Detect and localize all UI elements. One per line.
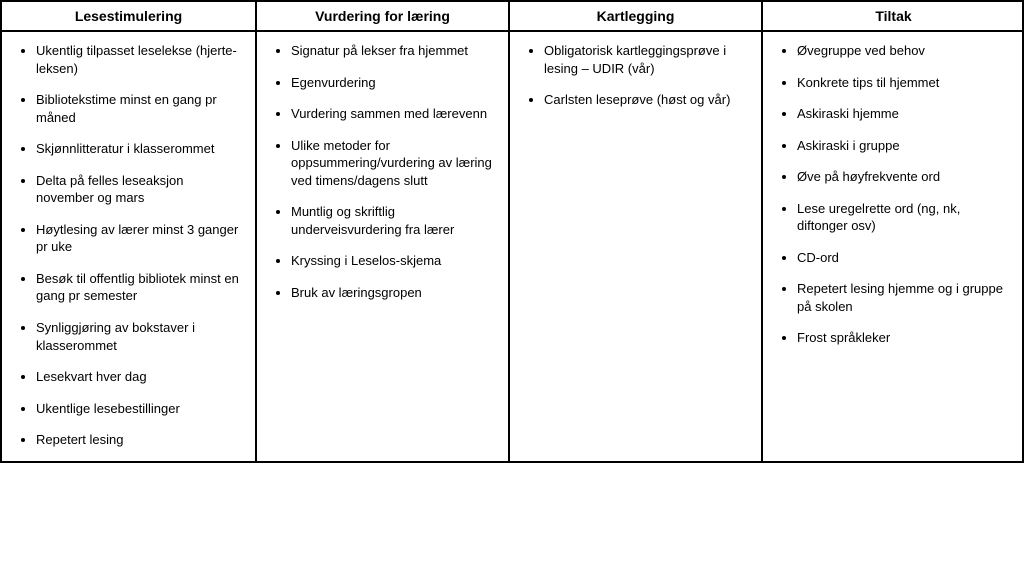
list-item: Egenvurdering (291, 74, 496, 92)
list-item: Repetert lesing (36, 431, 243, 449)
column-vurdering: Signatur på lekser fra hjemmet Egenvurder… (257, 32, 510, 461)
list-item: Askiraski hjemme (797, 105, 1014, 123)
list-item: Askiraski i gruppe (797, 137, 1014, 155)
list-item: Høytlesing av lærer minst 3 ganger pr uk… (36, 221, 243, 256)
bullet-list: Ukentlig tilpasset leselekse (hjerte-lek… (14, 42, 243, 449)
list-item: Øvegruppe ved behov (797, 42, 1014, 60)
list-item: Øve på høyfrekvente ord (797, 168, 1014, 186)
header-vurdering: Vurdering for læring (257, 2, 510, 32)
list-item: Obligatorisk kartleggingsprøve i lesing … (544, 42, 749, 77)
list-item: Skjønnlitteratur i klasserommet (36, 140, 243, 158)
bullet-list: Øvegruppe ved behov Konkrete tips til hje… (775, 42, 1014, 347)
header-lesestimulering: Lesestimulering (2, 2, 257, 32)
list-item: Repetert lesing hjemme og i gruppe på sk… (797, 280, 1014, 315)
list-item: Frost språkleker (797, 329, 1014, 347)
list-item: Delta på felles leseaksjon november og m… (36, 172, 243, 207)
bullet-list: Obligatorisk kartleggingsprøve i lesing … (522, 42, 749, 109)
list-item: Besøk til offentlig bibliotek minst en g… (36, 270, 243, 305)
list-item: Ukentlige lesebestillinger (36, 400, 243, 418)
list-item: Synliggjøring av bokstaver i klasseromme… (36, 319, 243, 354)
list-item: Ulike metoder for oppsummering/vurdering… (291, 137, 496, 190)
list-item: CD-ord (797, 249, 1014, 267)
header-label: Kartlegging (597, 8, 675, 24)
list-item: Ukentlig tilpasset leselekse (hjerte-lek… (36, 42, 243, 77)
header-label: Tiltak (875, 8, 911, 24)
list-item: Kryssing i Leselos-skjema (291, 252, 496, 270)
list-item: Carlsten leseprøve (høst og vår) (544, 91, 749, 109)
list-item: Muntlig og skriftlig underveisvurdering … (291, 203, 496, 238)
lesson-plan-table: Lesestimulering Vurdering for læring Kar… (0, 0, 1024, 463)
list-item: Lese uregelrette ord (ng, nk, diftonger … (797, 200, 1014, 235)
header-tiltak: Tiltak (763, 2, 1024, 32)
list-item: Konkrete tips til hjemmet (797, 74, 1014, 92)
list-item: Vurdering sammen med lærevenn (291, 105, 496, 123)
list-item: Lesekvart hver dag (36, 368, 243, 386)
bullet-list: Signatur på lekser fra hjemmet Egenvurder… (269, 42, 496, 301)
header-label: Lesestimulering (75, 8, 182, 24)
header-label: Vurdering for læring (315, 8, 450, 24)
header-kartlegging: Kartlegging (510, 2, 763, 32)
list-item: Bibliotekstime minst en gang pr måned (36, 91, 243, 126)
list-item: Bruk av læringsgropen (291, 284, 496, 302)
column-lesestimulering: Ukentlig tilpasset leselekse (hjerte-lek… (2, 32, 257, 461)
column-kartlegging: Obligatorisk kartleggingsprøve i lesing … (510, 32, 763, 461)
column-tiltak: Øvegruppe ved behov Konkrete tips til hje… (763, 32, 1024, 461)
list-item: Signatur på lekser fra hjemmet (291, 42, 496, 60)
